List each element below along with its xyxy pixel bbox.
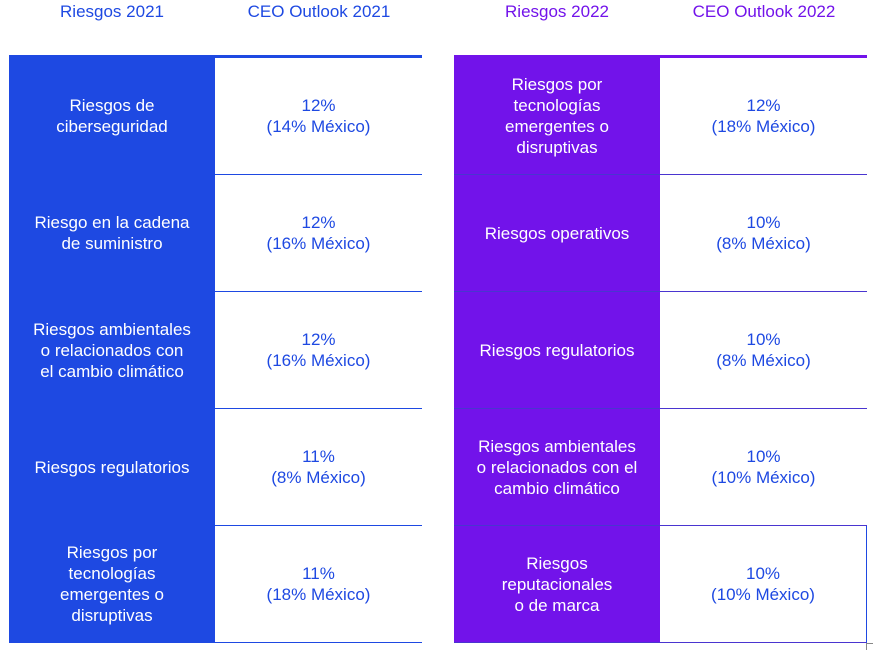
risk-mexico-percent: (10% México) [711,468,816,487]
risk-label: Riesgos regulatorios [454,292,660,408]
risk-percent: 12% [746,96,781,115]
risk-label: Riesgos de ciberseguridad [9,58,215,174]
risk-value: 11% (8% México) [215,409,422,525]
risk-value: 11% (18% México) [215,526,422,642]
risk-percent: 11% [302,564,335,583]
risk-percent: 10% [746,447,781,466]
corner-mark [866,643,873,650]
panel-2022-top-bar [454,55,867,58]
table-row: Riesgos por tecnologías emergentes o dis… [9,526,422,643]
risk-mexico-percent: (16% México) [266,351,371,370]
risk-label: Riesgos operativos [454,175,660,291]
risk-value: 10% (8% México) [660,175,867,291]
risk-mexico-percent: (18% México) [711,117,816,136]
header-risks-2021: Riesgos 2021 [60,2,164,21]
panel-2022: Riesgos 2022 CEO Outlook 2022 Riesgos po… [454,0,867,643]
table-row: Riesgos operativos 10% (8% México) [454,175,867,292]
risk-percent: 11% [302,447,335,466]
risk-value: 12% (16% México) [215,175,422,291]
risk-mexico-percent: (10% México) [711,585,815,604]
risk-label: Riesgo en la cadena de suministro [9,175,215,291]
risk-percent: 10% [746,330,781,349]
risk-value: 10% (10% México) [660,526,866,642]
table-row: Riesgos reputacionales o de marca 10% (1… [454,526,867,643]
header-ceo-outlook-2021: CEO Outlook 2021 [247,2,391,21]
risk-percent: 12% [301,213,336,232]
risk-value: 12% (18% México) [660,58,867,174]
risk-value: 10% (8% México) [660,292,867,408]
table-row: Riesgos ambientales o relacionados con e… [454,409,867,526]
risk-value: 12% (14% México) [215,58,422,174]
risk-mexico-percent: (8% México) [716,351,811,370]
risk-percent: 10% [746,213,781,232]
header-ceo-outlook-2022: CEO Outlook 2022 [692,2,836,21]
risks-2021-table: Riesgos de ciberseguridad 12% (14% Méxic… [9,58,422,643]
risk-percent: 10% [745,564,781,583]
table-row: Riesgos regulatorios 11% (8% México) [9,409,422,526]
risk-label: Riesgos reputacionales o de marca [454,526,660,642]
risk-mexico-percent: (8% México) [716,234,811,253]
risk-label: Riesgos por tecnologías emergentes o dis… [454,58,660,174]
panel-2021-headers: Riesgos 2021 CEO Outlook 2021 [9,0,422,55]
panel-2021: Riesgos 2021 CEO Outlook 2021 Riesgos de… [9,0,422,643]
table-row: Riesgos ambientales o relacionados con e… [9,292,422,409]
risk-percent: 12% [301,330,336,349]
risk-label: Riesgos ambientales o relacionados con e… [454,409,660,525]
risk-label: Riesgos ambientales o relacionados con e… [9,292,215,408]
risk-label: Riesgos por tecnologías emergentes o dis… [9,526,215,642]
risk-value: 10% (10% México) [660,409,867,525]
risk-mexico-percent: (8% México) [271,468,366,487]
risk-mexico-percent: (16% México) [266,234,371,253]
header-risks-2022: Riesgos 2022 [505,2,609,21]
risk-label: Riesgos regulatorios [9,409,215,525]
risk-mexico-percent: (14% México) [266,117,371,136]
panel-2021-top-bar [9,55,422,58]
table-row: Riesgo en la cadena de suministro 12% (1… [9,175,422,292]
risks-2022-table: Riesgos por tecnologías emergentes o dis… [454,58,867,643]
table-row: Riesgos de ciberseguridad 12% (14% Méxic… [9,58,422,175]
table-row: Riesgos por tecnologías emergentes o dis… [454,58,867,175]
panel-2022-headers: Riesgos 2022 CEO Outlook 2022 [454,0,867,55]
risk-value: 12% (16% México) [215,292,422,408]
risk-mexico-percent: (18% México) [266,585,371,604]
table-row: Riesgos regulatorios 10% (8% México) [454,292,867,409]
risk-percent: 12% [301,96,336,115]
